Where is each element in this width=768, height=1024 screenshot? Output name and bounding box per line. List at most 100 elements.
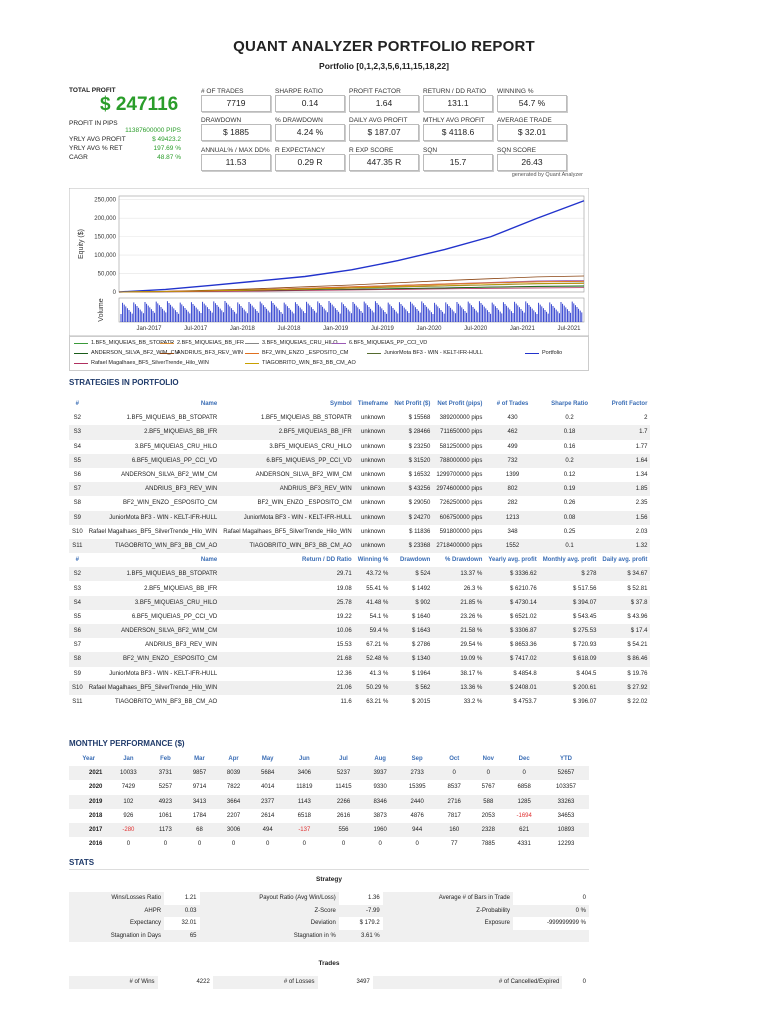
table-cell: 2 <box>644 415 648 422</box>
legend-label: 6.BF5_MIQUEIAS_PP_CCI_VD <box>349 340 428 346</box>
table-cell: S4 <box>69 595 86 610</box>
month-value: -280 <box>108 822 149 838</box>
table-cell: 29.54 % <box>460 642 483 649</box>
table-cell: 29.71 <box>220 567 355 582</box>
table-cell: unknown <box>354 425 392 440</box>
table-cell: S8 <box>69 652 86 667</box>
stat-value: 0 <box>582 979 586 986</box>
metric-value-box: 15.7 <box>423 154 493 171</box>
metric-value-box: $ 187.07 <box>349 124 419 141</box>
strategy-row: S4 3.BF5_MIQUEIAS_CRU_HILO 25.78 41.48 % $ 9… <box>69 595 651 610</box>
table-cell: 41.3 % <box>369 670 389 677</box>
table-cell: 25.78 <box>220 595 355 610</box>
table-cell: 38.17 % <box>460 670 483 677</box>
table-cell: $ 4753.7 <box>513 699 537 706</box>
month-header: Nov <box>482 756 494 763</box>
legend-swatch <box>245 362 259 364</box>
strategy-row: S5 6.BF5_MIQUEIAS_PP_CCI_VD 6.BF5_MIQUEIAS… <box>69 453 651 468</box>
metric-value-box: 0.14 <box>275 95 345 112</box>
table-cell: S9 <box>69 510 86 525</box>
month-header: Dec <box>518 756 530 763</box>
table-cell: S2 <box>73 415 82 422</box>
table-cell: $ 524 <box>391 567 434 582</box>
column-header: Profit Factor <box>611 401 648 408</box>
chart-legend: 1.BF5_MIQUEIAS_BB_STOPATR 2.BF5_MIQUEIAS_… <box>69 336 589 371</box>
month-value: 556 <box>323 822 364 838</box>
metric-value-box: 447.35 R <box>349 154 419 171</box>
x-tick-label: Jan-2021 <box>510 326 536 332</box>
month-value: 3006 <box>216 822 251 838</box>
month-value: 0 <box>437 766 472 781</box>
table-cell: $ 4730.14 <box>485 595 540 610</box>
table-cell: $ 37.8 <box>599 595 651 610</box>
month-value: 588 <box>471 794 506 809</box>
legend-swatch <box>74 352 88 354</box>
month-value: 926 <box>123 812 134 819</box>
metric-value-box: 26.43 <box>497 154 567 171</box>
legend-item: Portfolio <box>525 350 562 356</box>
monthly-table: Year Jan Feb Mar Apr May Jun Jul Aug Sep Oct Nov Dec… <box>69 752 589 851</box>
table-cell: BF2_WIN_ENZO _ESPOSITO_CM <box>85 652 221 667</box>
table-cell: $ 15568 <box>408 415 431 422</box>
month-value: 5257 <box>158 784 173 791</box>
stat-value: 32.01 <box>181 920 197 927</box>
table-cell: $ 17.4 <box>599 624 651 639</box>
table-cell: 10.06 <box>220 624 355 639</box>
metric-label: PROFIT FACTOR <box>349 88 401 95</box>
table-cell: S8 <box>73 500 82 507</box>
stat-value: $ 179.2 <box>359 920 380 927</box>
table-cell: 1213 <box>485 510 540 525</box>
column-header: Drawdown <box>399 557 431 564</box>
month-header: Jul <box>339 756 348 763</box>
stats-row: Wins/Losses Ratio 1.21 Payout Ratio (Avg W… <box>69 892 589 905</box>
stat-value: 3497 <box>356 979 370 986</box>
stat-label: Payout Ratio (Avg Win/Loss) <box>199 892 339 905</box>
table-cell: $ 27.92 <box>599 680 651 695</box>
table-cell: 462 <box>485 425 540 440</box>
x-tick-label: Jan-2017 <box>136 326 162 332</box>
stat-label: Exposure <box>382 917 513 930</box>
table-cell: $ 1640 <box>411 613 431 620</box>
month-value: 0 <box>126 841 131 848</box>
table-cell: 1.64 <box>599 453 651 468</box>
month-value: 4876 <box>410 812 424 819</box>
table-cell: $ 2786 <box>411 642 431 649</box>
month-value: 11415 <box>335 784 352 791</box>
stats-row: Expectancy 32.01 Deviation $ 179.2 Exposure -… <box>69 917 589 930</box>
table-cell: 711650000 pips <box>433 425 486 440</box>
table-cell: $ 23368 <box>391 538 434 554</box>
monthly-row: 2017 -280 1173 68 3006 494 -137 556 1960 944 160 23… <box>69 822 589 838</box>
equity-chart: 250,000 200,000 150,000 100,000 50,000 0 Equit… <box>69 188 589 336</box>
table-cell: 26.3 % <box>463 585 483 592</box>
month-header: YTD <box>559 756 572 763</box>
yrly-avg-profit-label: YRLY AVG PROFIT <box>69 136 126 143</box>
month-value: 2716 <box>437 794 472 809</box>
month-value: 1285 <box>505 794 543 809</box>
year-cell: 2016 <box>89 841 103 848</box>
table-cell: 788000000 pips <box>433 453 486 468</box>
table-cell: S10 <box>72 528 83 535</box>
month-value: 621 <box>505 822 543 838</box>
month-value: 2207 <box>226 812 241 819</box>
table-cell: 63.21 % <box>366 699 389 706</box>
table-cell: 33.2 % <box>463 699 483 706</box>
stat-label: # of Wins <box>69 976 158 989</box>
month-header: Mar <box>194 756 205 763</box>
table-cell: 1552 <box>485 538 540 554</box>
table-cell: 6.BF5_MIQUEIAS_PP_CCI_VD <box>85 453 221 468</box>
table-cell: $ 1964 <box>411 670 431 677</box>
table-cell: ANDRIUS_BF3_REV_WIN <box>85 482 221 497</box>
metric-label: WINNING % <box>497 88 534 95</box>
x-tick-label: Jan-2018 <box>230 326 256 332</box>
month-value: 102 <box>108 794 149 809</box>
table-cell: 606750000 pips <box>433 510 486 525</box>
metric-label: RETURN / DD RATIO <box>423 88 487 95</box>
table-cell: unknown <box>361 415 386 422</box>
month-value: 6518 <box>297 812 311 819</box>
x-tick-label: Jul-2017 <box>184 326 208 332</box>
table-cell: 732 <box>485 453 540 468</box>
yrly-avg-ret-value: 197.69 % <box>153 145 181 152</box>
column-header: # <box>75 401 80 408</box>
y-tick-label: 50,000 <box>98 272 117 278</box>
monthly-row: 2020 7429 5257 9714 7822 4014 11819 11415 9330 15… <box>69 780 589 794</box>
